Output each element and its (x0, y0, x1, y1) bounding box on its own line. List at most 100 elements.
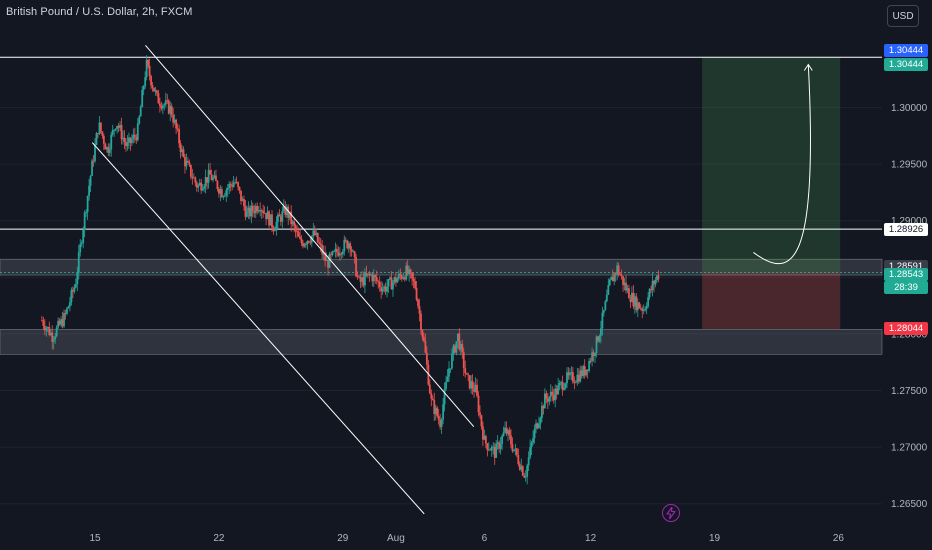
bear-candle (400, 275, 403, 279)
bear-candle (210, 174, 213, 181)
bear-candle (178, 129, 180, 144)
bear-candle (321, 245, 324, 255)
bull-candle (49, 332, 52, 335)
bear-candle (477, 395, 480, 413)
bear-candle (468, 375, 471, 389)
bear-candle (272, 227, 275, 232)
bull-candle (600, 328, 602, 336)
bull-candle (122, 137, 124, 140)
bull-candle (111, 129, 114, 135)
bear-candle (523, 475, 526, 478)
bull-candle (142, 86, 145, 90)
bear-candle (184, 156, 186, 167)
bull-candle (325, 260, 328, 262)
bear-candle (147, 59, 149, 66)
bull-candle (76, 272, 79, 285)
bull-candle (361, 277, 363, 282)
price-axis-tick-label: 1.29000 (891, 216, 928, 227)
bear-candle (120, 125, 123, 140)
bull-candle (275, 221, 278, 231)
bull-candle (605, 294, 608, 302)
support-resistance-zone (0, 329, 883, 355)
bear-candle (135, 136, 138, 141)
bear-candle (353, 251, 356, 258)
lightning-bolt-icon[interactable] (662, 504, 680, 522)
bear-candle (461, 344, 464, 353)
bull-candle (139, 107, 142, 117)
bull-candle (588, 360, 591, 371)
bear-candle (629, 298, 632, 302)
bull-candle (364, 273, 366, 286)
bear-candle (412, 278, 415, 281)
bear-candle (552, 394, 555, 401)
bull-candle (254, 206, 257, 214)
bear-candle (384, 286, 387, 292)
bear-candle (625, 282, 627, 291)
bull-candle (73, 287, 76, 292)
bear-candle (160, 105, 163, 109)
currency-button[interactable]: USD (887, 5, 919, 27)
projection-arrow (753, 63, 813, 265)
bear-candle (182, 149, 185, 157)
bear-candle (465, 373, 468, 375)
bull-candle (402, 277, 405, 279)
bear-candle (215, 175, 217, 182)
bear-candle (573, 381, 576, 383)
bull-candle (487, 449, 490, 451)
bear-candle (102, 135, 105, 144)
bear-candle (176, 128, 179, 130)
bull-candle (241, 199, 244, 202)
bear-candle (424, 341, 427, 353)
bear-candle (104, 143, 107, 150)
bull-candle (396, 278, 399, 283)
bear-candle (167, 100, 170, 114)
bear-candle (462, 352, 465, 369)
bear-candle (358, 276, 360, 278)
bear-candle (256, 206, 259, 212)
bull-candle (566, 372, 568, 384)
price-tag-target-alert: 1.30444 (884, 43, 928, 57)
bear-candle (508, 430, 511, 436)
bear-candle (296, 231, 298, 233)
bear-candle (433, 400, 436, 415)
bear-candle (179, 143, 182, 152)
bull-candle (232, 182, 235, 187)
bull-candle (222, 196, 225, 198)
bull-candle (88, 185, 90, 197)
bull-candle (549, 391, 552, 397)
bear-candle (489, 449, 492, 451)
bull-candle (405, 265, 408, 280)
bear-candle (617, 265, 620, 275)
bear-candle (327, 260, 329, 268)
bear-candle (511, 444, 514, 452)
bull-candle (527, 457, 530, 466)
bull-candle (223, 195, 226, 197)
bear-candle (237, 182, 239, 187)
bull-candle (474, 384, 477, 392)
bear-candle (355, 257, 357, 277)
bull-candle (219, 189, 222, 194)
bear-candle (378, 281, 381, 288)
bear-candle (611, 276, 614, 282)
bull-candle (576, 374, 579, 383)
bull-candle (285, 206, 288, 216)
bull-candle (328, 254, 331, 268)
bear-candle (458, 333, 461, 350)
bear-candle (41, 320, 43, 322)
bear-candle (377, 281, 380, 282)
bear-candle (567, 372, 570, 376)
bull-candle (616, 265, 619, 275)
bear-candle (235, 181, 238, 183)
bear-candle (430, 393, 433, 399)
bull-candle (67, 306, 70, 309)
bear-candle (251, 205, 254, 212)
bull-candle (502, 432, 505, 436)
bear-candle (51, 332, 54, 342)
bull-candle (446, 376, 449, 382)
bull-candle (585, 369, 588, 376)
bull-candle (656, 275, 658, 281)
projection-arrow-curve (753, 64, 811, 265)
bull-candle (144, 77, 147, 87)
bear-candle (97, 133, 99, 135)
